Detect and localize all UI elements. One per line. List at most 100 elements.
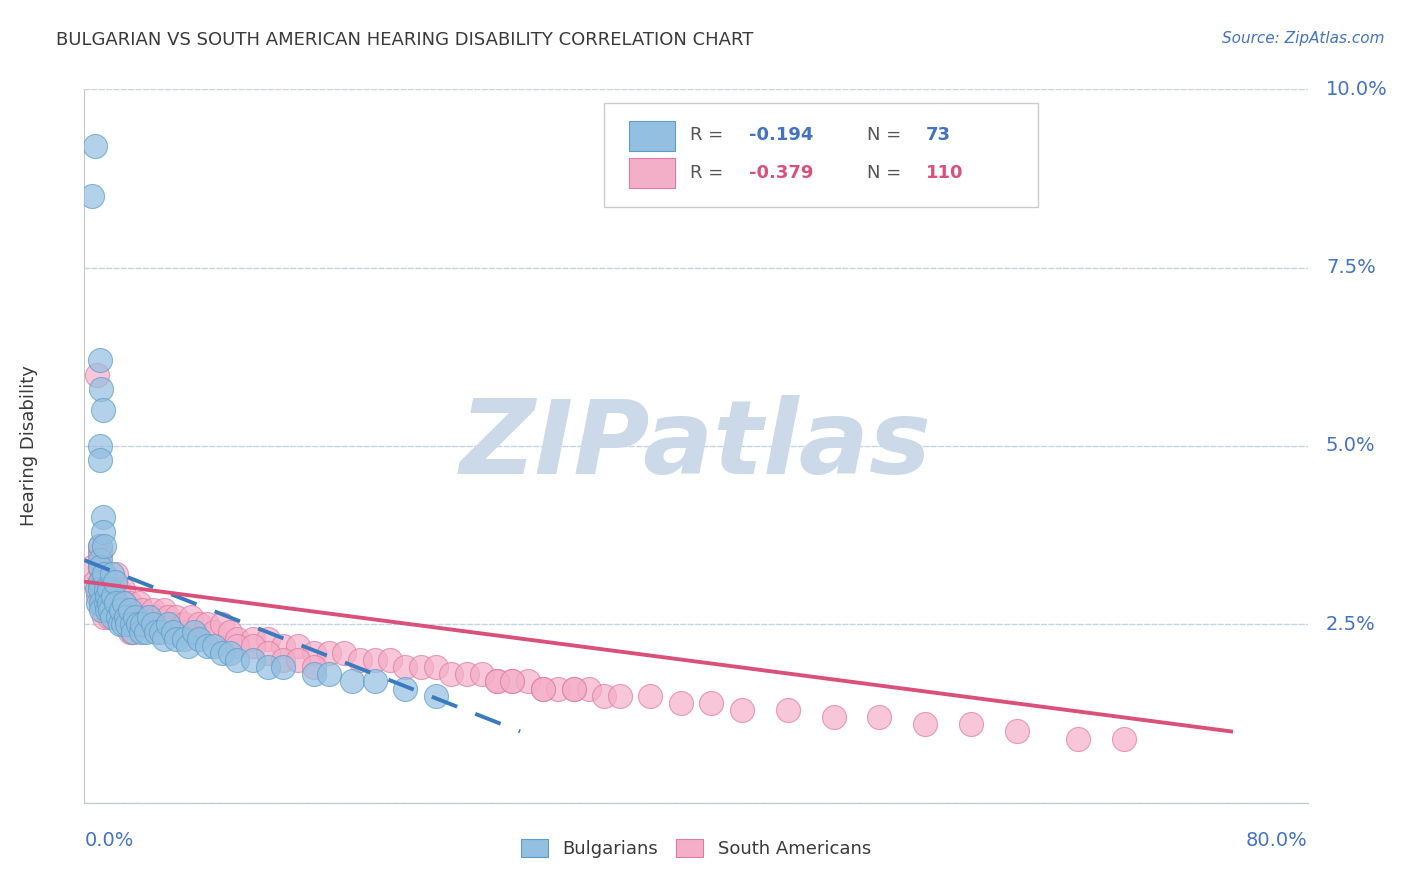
Point — [271, 653, 294, 667]
Point — [89, 546, 111, 560]
Point — [89, 453, 111, 467]
Point — [302, 660, 325, 674]
Point — [823, 710, 845, 724]
Point — [101, 567, 124, 582]
Point — [89, 539, 111, 553]
Point — [93, 610, 115, 624]
Point — [593, 689, 616, 703]
Point — [340, 674, 363, 689]
Point — [425, 689, 447, 703]
Point — [333, 646, 356, 660]
Point — [202, 624, 225, 639]
Point — [177, 639, 200, 653]
Point — [120, 596, 142, 610]
Text: BULGARIAN VS SOUTH AMERICAN HEARING DISABILITY CORRELATION CHART: BULGARIAN VS SOUTH AMERICAN HEARING DISA… — [56, 31, 754, 49]
Point — [110, 603, 132, 617]
Text: 110: 110 — [927, 164, 963, 182]
Point — [211, 646, 233, 660]
Point — [104, 574, 127, 589]
Point — [97, 582, 120, 596]
Point — [131, 617, 153, 632]
Point — [112, 603, 135, 617]
Point — [120, 624, 142, 639]
Point — [90, 596, 112, 610]
Point — [122, 624, 145, 639]
Point — [302, 646, 325, 660]
Point — [349, 653, 371, 667]
Text: 73: 73 — [927, 126, 950, 144]
Point — [318, 667, 340, 681]
FancyBboxPatch shape — [628, 158, 675, 187]
Point — [380, 653, 402, 667]
Point — [89, 560, 111, 574]
Point — [456, 667, 478, 681]
Point — [93, 567, 115, 582]
Point — [91, 510, 114, 524]
Point — [486, 674, 509, 689]
Point — [114, 610, 136, 624]
Point — [1005, 724, 1028, 739]
Point — [107, 610, 129, 624]
Point — [960, 717, 983, 731]
Point — [89, 582, 111, 596]
Point — [94, 589, 117, 603]
Point — [89, 539, 111, 553]
Point — [145, 610, 167, 624]
Point — [226, 639, 249, 653]
Point — [125, 610, 148, 624]
Point — [115, 610, 138, 624]
Point — [425, 660, 447, 674]
Point — [394, 681, 416, 696]
Point — [142, 603, 165, 617]
Point — [700, 696, 723, 710]
Point — [271, 660, 294, 674]
Point — [257, 646, 280, 660]
Point — [318, 646, 340, 660]
Point — [110, 603, 132, 617]
Text: 5.0%: 5.0% — [1326, 436, 1375, 456]
Point — [578, 681, 600, 696]
Point — [516, 674, 538, 689]
Point — [302, 667, 325, 681]
Point — [90, 603, 112, 617]
Point — [195, 639, 218, 653]
Point — [121, 624, 143, 639]
Point — [257, 660, 280, 674]
Point — [112, 596, 135, 610]
Point — [669, 696, 692, 710]
Point — [547, 681, 569, 696]
Point — [218, 624, 240, 639]
Point — [173, 632, 195, 646]
Point — [89, 560, 111, 574]
Point — [121, 617, 143, 632]
Point — [173, 617, 195, 632]
Point — [91, 596, 114, 610]
Point — [97, 610, 120, 624]
Text: R =: R = — [690, 126, 728, 144]
Point — [1067, 731, 1090, 746]
Point — [257, 632, 280, 646]
Point — [114, 603, 136, 617]
Point — [165, 610, 187, 624]
Text: Hearing Disability: Hearing Disability — [20, 366, 38, 526]
Point — [111, 617, 134, 632]
Point — [103, 589, 125, 603]
Point — [80, 560, 103, 574]
Point — [84, 574, 107, 589]
Point — [96, 603, 118, 617]
Point — [242, 632, 264, 646]
Point — [531, 681, 554, 696]
Point — [177, 624, 200, 639]
Point — [86, 368, 108, 382]
Point — [89, 546, 111, 560]
Point — [1114, 731, 1136, 746]
Point — [165, 632, 187, 646]
Text: 80.0%: 80.0% — [1246, 830, 1308, 849]
Point — [108, 617, 131, 632]
Point — [90, 589, 112, 603]
Point — [122, 603, 145, 617]
Point — [226, 653, 249, 667]
Point — [440, 667, 463, 681]
Point — [486, 674, 509, 689]
Text: N =: N = — [868, 164, 907, 182]
